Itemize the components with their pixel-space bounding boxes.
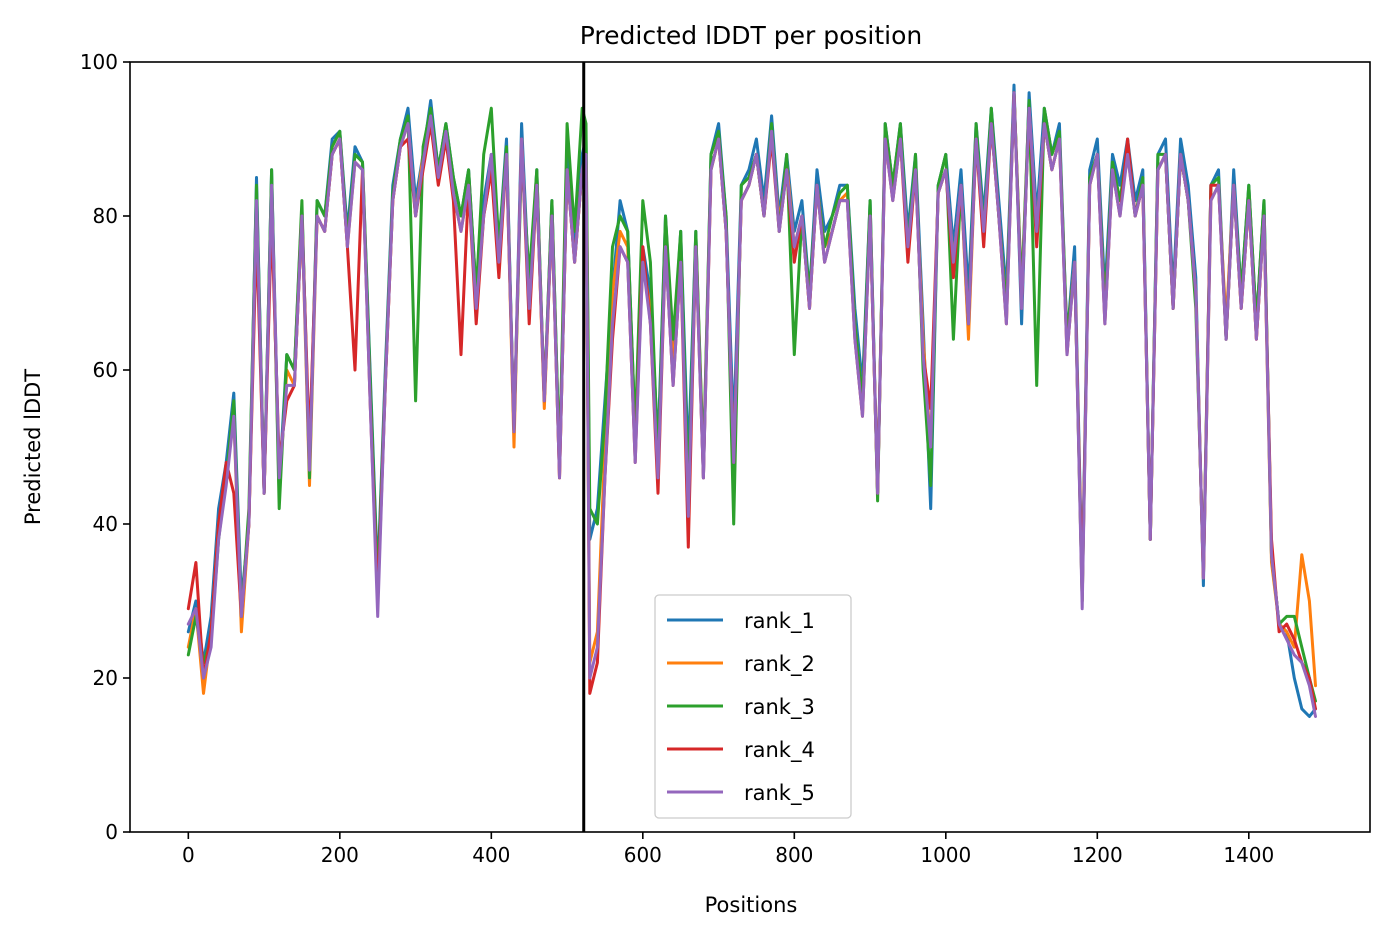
y-tick-label: 60 [93, 358, 118, 382]
x-tick-label: 1000 [920, 843, 971, 867]
y-tick-label: 100 [80, 50, 118, 74]
y-tick-label: 0 [105, 820, 118, 844]
plot-area [186, 83, 1317, 718]
y-axis: 0 20 40 60 80 100 [80, 50, 130, 844]
series-line-rank-5 [186, 91, 1317, 718]
legend-label-rank-2: rank_2 [744, 652, 815, 677]
y-tick-label: 80 [93, 204, 118, 228]
axes-frame [129, 61, 1371, 833]
x-tick-label: 600 [624, 843, 662, 867]
x-axis-label: Positions [705, 893, 798, 917]
legend-box [654, 594, 852, 819]
x-tick-label: 400 [472, 843, 510, 867]
x-axis: 0 200 400 600 800 1000 1200 1400 [182, 832, 1274, 867]
y-tick-label: 20 [93, 666, 118, 690]
x-tick-label: 1400 [1223, 843, 1274, 867]
legend-label-rank-5: rank_5 [744, 781, 815, 806]
x-tick-label: 1200 [1072, 843, 1123, 867]
x-tick-label: 200 [321, 843, 359, 867]
legend-label-rank-1: rank_1 [744, 609, 815, 634]
legend-label-rank-3: rank_3 [744, 695, 815, 720]
y-tick-label: 40 [93, 512, 118, 536]
legend: rank_1 rank_2 rank_3 rank_4 rank_5 [654, 594, 852, 819]
y-axis-label: Predicted lDDT [21, 369, 45, 525]
chart-title: Predicted lDDT per position [580, 21, 922, 50]
legend-label-rank-4: rank_4 [744, 738, 815, 763]
x-tick-label: 800 [775, 843, 813, 867]
x-tick-label: 0 [182, 843, 195, 867]
